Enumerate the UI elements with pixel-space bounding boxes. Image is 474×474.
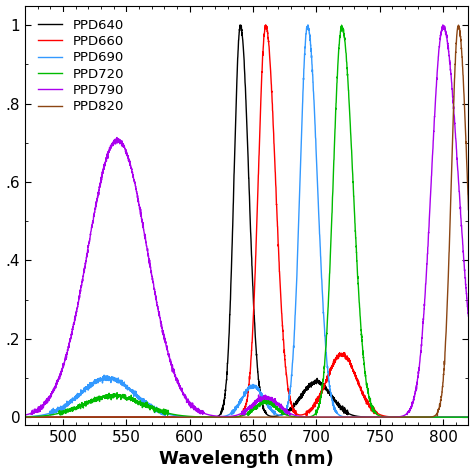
PPD790 [465,313,471,319]
PPD660 [465,414,471,420]
PPD820 [304,414,310,420]
PPD690 [285,401,291,406]
PPD640 [285,407,291,412]
PPD720 [285,412,291,418]
PPD820 [431,413,437,419]
PPD720 [304,414,310,420]
PPD640 [465,414,471,420]
Line: PPD790: PPD790 [25,25,468,417]
PPD820 [115,414,120,420]
PPD660 [285,386,291,392]
PPD690 [465,414,471,420]
PPD790 [431,118,437,124]
PPD690 [231,407,237,412]
PPD790 [115,140,120,146]
PPD690 [431,414,437,420]
PPD720 [22,414,28,420]
PPD690 [115,376,120,382]
PPD640 [431,414,437,420]
PPD660 [431,414,437,420]
PPD690 [182,414,188,419]
PPD660 [22,414,28,420]
PPD720 [115,392,120,398]
Line: PPD640: PPD640 [25,25,468,417]
X-axis label: Wavelength (nm): Wavelength (nm) [159,450,334,468]
Line: PPD690: PPD690 [25,25,468,417]
PPD790 [182,392,188,398]
PPD640 [304,386,310,392]
PPD640 [22,414,28,420]
PPD820 [465,207,471,212]
PPD820 [456,22,461,28]
PPD690 [22,414,28,419]
PPD820 [182,414,188,420]
PPD690 [305,22,310,28]
PPD720 [431,414,437,420]
Legend: PPD640, PPD660, PPD690, PPD720, PPD790, PPD820: PPD640, PPD660, PPD690, PPD720, PPD790, … [32,12,131,120]
PPD790 [440,22,446,28]
Line: PPD720: PPD720 [25,25,468,417]
PPD720 [465,414,471,420]
PPD640 [238,22,244,28]
PPD640 [182,414,188,420]
PPD820 [285,414,291,420]
PPD720 [339,22,345,28]
PPD720 [182,413,188,419]
PPD820 [22,414,28,420]
PPD790 [304,414,310,420]
PPD690 [304,27,310,33]
PPD720 [231,414,237,420]
PPD820 [231,414,237,420]
PPD790 [355,414,360,420]
PPD660 [304,410,310,416]
Line: PPD660: PPD660 [25,25,468,417]
PPD790 [285,409,291,414]
PPD660 [182,414,188,420]
PPD660 [231,414,237,420]
PPD790 [22,412,28,418]
PPD640 [231,165,237,171]
PPD660 [115,414,120,420]
PPD790 [231,413,237,419]
Line: PPD820: PPD820 [25,25,468,417]
PPD660 [263,22,268,28]
PPD640 [115,414,120,420]
